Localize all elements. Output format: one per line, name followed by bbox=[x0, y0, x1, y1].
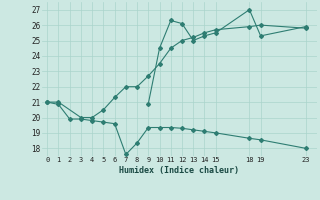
X-axis label: Humidex (Indice chaleur): Humidex (Indice chaleur) bbox=[119, 166, 239, 175]
